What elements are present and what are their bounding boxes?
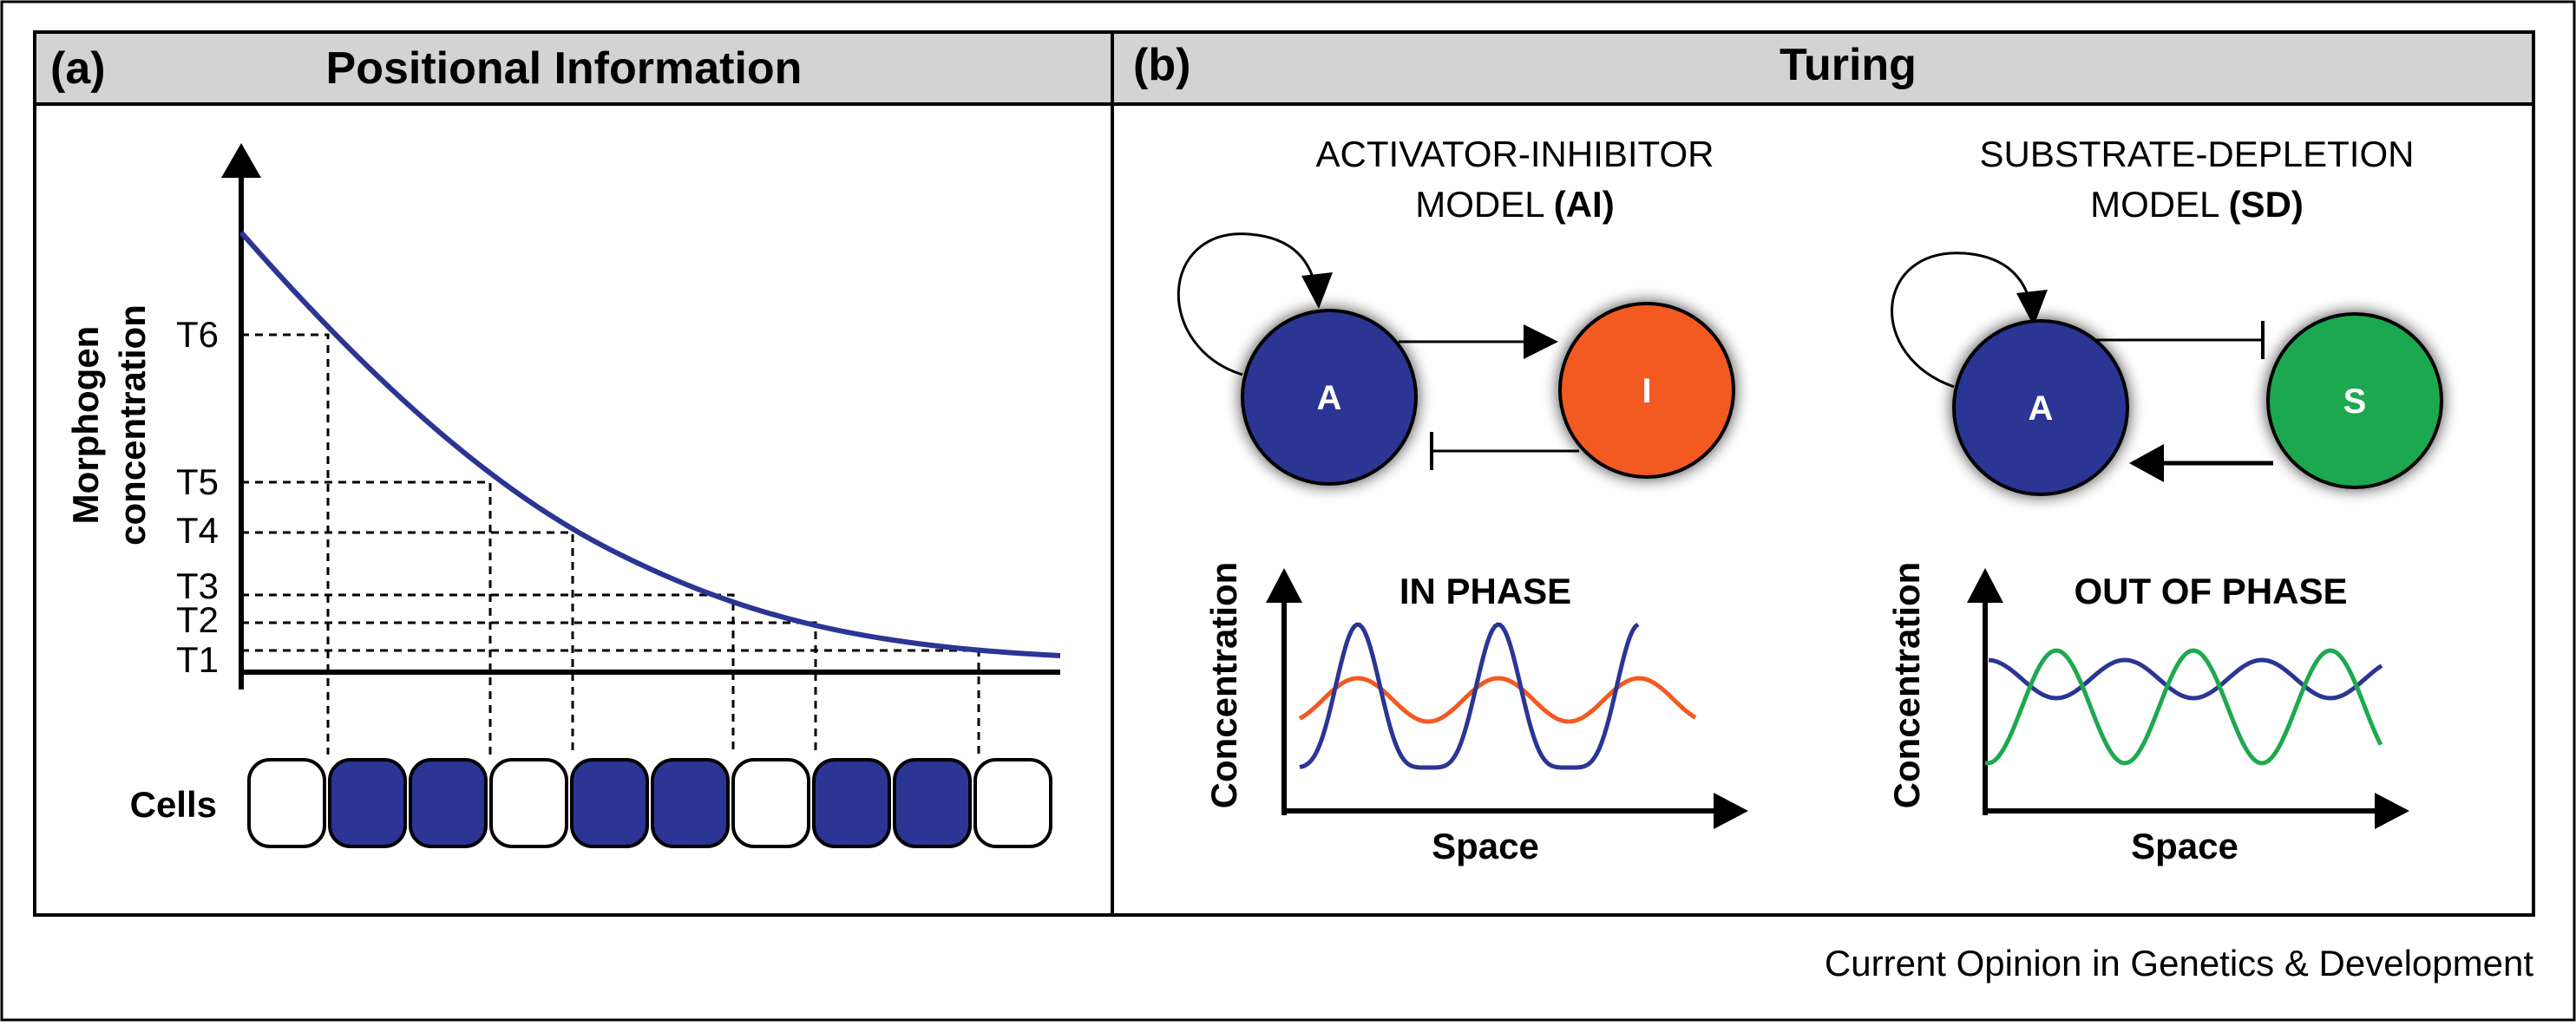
panel-a: (a) Positional Information Morphogen con… [50, 43, 1061, 848]
ai-network: A I [1177, 232, 1735, 486]
sd-plot-xlabel: Space [2131, 826, 2238, 866]
ai-title-prefix: MODEL [1415, 184, 1553, 225]
panel-a-y-axis-arrow [221, 143, 261, 178]
sd-title-bold: (SD) [2229, 184, 2304, 225]
sd-self-activation-loop [1891, 252, 2034, 389]
ai-self-activation-loop [1177, 232, 1319, 376]
cell-white [731, 758, 810, 848]
cell-blue [409, 758, 488, 848]
ai-plot-x-arrow [1714, 793, 1748, 829]
sd-activator-node [1952, 319, 2129, 496]
panel-a-letter: (a) [50, 43, 106, 94]
ai-inhibitor-label: I [1642, 372, 1651, 410]
panel-a-y-label: Morphogen concentration [65, 304, 153, 546]
cell-blue [651, 758, 730, 848]
sd-substrate-label: S [2343, 382, 2367, 421]
sd-title-prefix: MODEL [2090, 184, 2228, 225]
ai-inhibitor-node [1558, 302, 1735, 479]
ai-activator-node [1241, 309, 1418, 486]
y-label-line1: Morphogen [65, 326, 106, 525]
ai-activator-wave [1299, 622, 1640, 770]
ai-self-activation-arrowhead [1301, 272, 1333, 309]
sd-activation-arrowhead [2129, 444, 2164, 482]
sd-activator-wave [1988, 657, 2383, 701]
sd-plot-ylabel: Concentration [1886, 562, 1927, 809]
threshold-label: T3 [176, 565, 219, 606]
cell-blue [812, 758, 891, 848]
sd-plot-x-arrow [2375, 793, 2409, 829]
sd-substrate-node [2266, 312, 2443, 489]
cell-white [973, 758, 1052, 848]
threshold-label: T2 [176, 599, 219, 640]
ai-plot: IN PHASE Space Concentration [1203, 562, 1748, 866]
threshold-labels: T6 T5 T4 T3 T2 T1 [176, 314, 219, 680]
threshold-label: T5 [176, 461, 219, 502]
header-background [35, 32, 2533, 104]
cell-white [247, 758, 326, 848]
cell-blue [570, 758, 649, 848]
ai-title-line1: ACTIVATOR-INHIBITOR [1316, 134, 1714, 174]
sd-self-activation-arrowhead [2016, 290, 2048, 326]
sd-plot-y-arrow [1967, 568, 2003, 603]
cell-blue [328, 758, 407, 848]
threshold-label: T6 [176, 314, 219, 355]
panel-b: (b) Turing ACTIVATOR-INHIBITOR MODEL (AI… [1133, 40, 2443, 866]
morphogen-gradient-curve [239, 231, 1061, 658]
sd-title-line1: SUBSTRATE-DEPLETION [1980, 134, 2415, 174]
cells-label: Cells [130, 784, 217, 825]
ai-plot-xlabel: Space [1432, 826, 1539, 866]
ai-title-bold: (AI) [1554, 184, 1615, 225]
ai-activator-label: A [1317, 379, 1342, 417]
threshold-label: T4 [176, 510, 219, 551]
sd-network: A S [1891, 252, 2443, 496]
ai-title-line2: MODEL (AI) [1415, 184, 1614, 225]
sd-substrate-wave [1984, 648, 2383, 766]
ai-plot-y-arrow [1266, 568, 1302, 603]
sd-plot: OUT OF PHASE Space Concentration [1886, 562, 2409, 866]
panels-frame [33, 30, 2535, 917]
threshold-label: T1 [176, 639, 219, 680]
panel-b-letter: (b) [1133, 40, 1190, 90]
footer-credit: Current Opinion in Genetics & Developmen… [1825, 943, 2533, 984]
ai-inhibitor-wave [1298, 676, 1697, 724]
cell-blue [893, 758, 972, 848]
sd-activator-label: A [2029, 389, 2054, 428]
ai-plot-title: IN PHASE [1399, 571, 1571, 611]
panel-a-title: Positional Information [326, 43, 803, 94]
ai-plot-ylabel: Concentration [1203, 562, 1244, 809]
panel-b-title: Turing [1780, 40, 1917, 90]
y-label-line2: concentration [112, 304, 153, 546]
ai-activation-arrowhead [1524, 324, 1558, 359]
cell-white [489, 758, 568, 848]
sd-title-line2: MODEL (SD) [2090, 184, 2304, 225]
sd-plot-title: OUT OF PHASE [2074, 571, 2347, 611]
cells-row [247, 758, 1052, 848]
